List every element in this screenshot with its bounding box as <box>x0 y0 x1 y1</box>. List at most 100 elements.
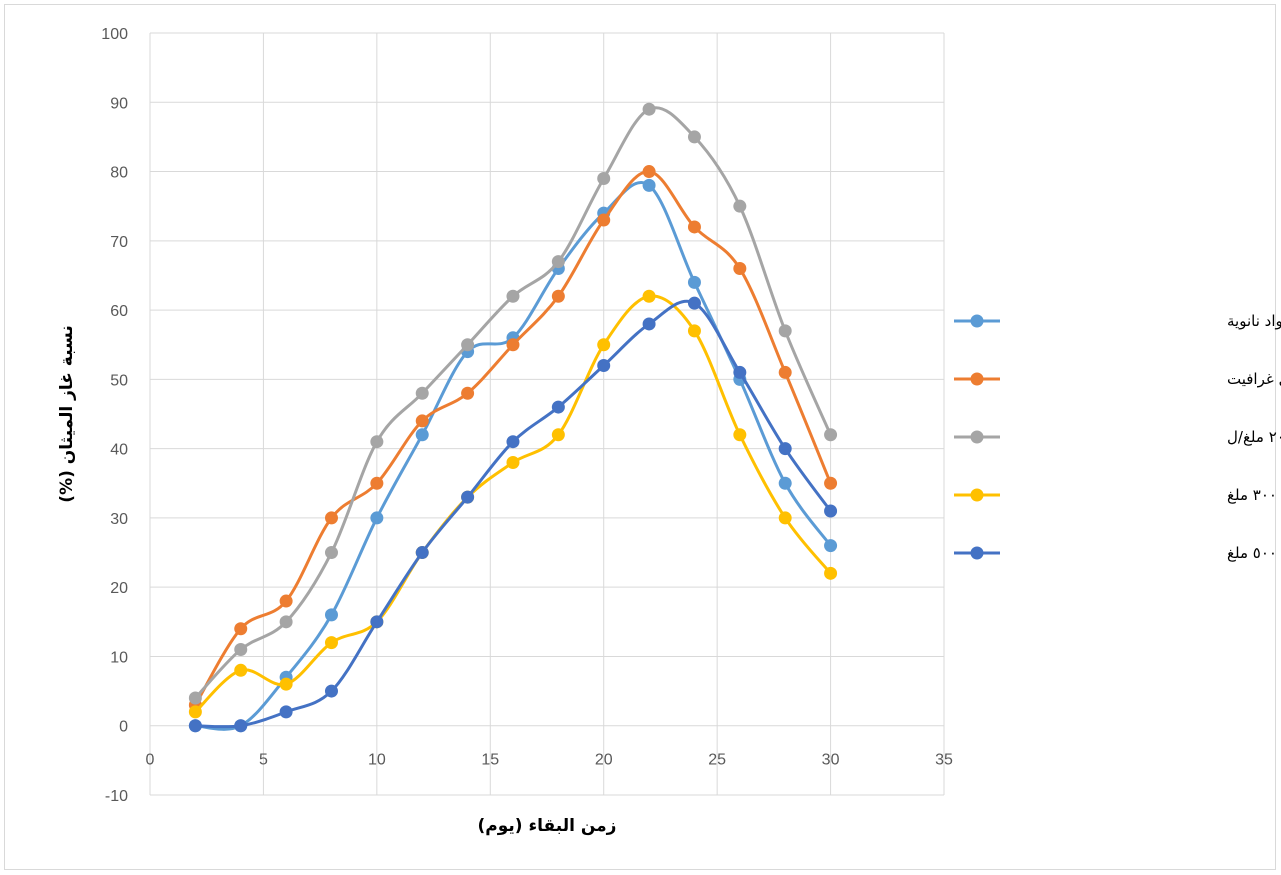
data-point <box>643 165 656 178</box>
data-point <box>824 504 837 517</box>
legend-label: غرافيت ٣٠٠ ملغ <box>1227 486 1281 504</box>
y-tick-label: 0 <box>119 719 128 736</box>
data-point <box>824 539 837 552</box>
y-tick-label: 20 <box>110 580 128 597</box>
y-tick-label: 90 <box>110 95 128 112</box>
data-point <box>643 290 656 303</box>
data-point <box>234 622 247 635</box>
data-point <box>643 179 656 192</box>
data-point <box>733 366 746 379</box>
series-lines <box>189 103 837 733</box>
x-tick-label: 30 <box>822 752 840 769</box>
data-point <box>779 477 792 490</box>
data-point <box>688 297 701 310</box>
data-point <box>234 664 247 677</box>
data-point <box>597 338 610 351</box>
data-point <box>461 387 474 400</box>
data-point <box>280 595 293 608</box>
data-point <box>370 615 383 628</box>
legend-item: إضافة ١٠٠ ملغ/ل غرافيت <box>954 370 1281 388</box>
series-4 <box>189 290 837 719</box>
tick-labels: -10 0 10 20 30 40 50 60 70 80 90 100 0 5 10 15 20 25 30 35 <box>101 26 953 805</box>
data-point <box>733 428 746 441</box>
data-point <box>779 511 792 524</box>
data-point <box>325 636 338 649</box>
legend-item: غرافيت ٣٠٠ ملغ <box>954 486 1281 504</box>
x-tick-label: 25 <box>708 752 726 769</box>
data-point <box>325 546 338 559</box>
data-point <box>325 511 338 524</box>
data-point <box>733 262 746 275</box>
data-point <box>416 546 429 559</box>
data-point <box>370 435 383 448</box>
data-point <box>506 290 519 303</box>
data-point <box>688 324 701 337</box>
data-point <box>461 491 474 504</box>
legend-item: غرافيت ٥٠٠ ملغ <box>954 544 1281 562</box>
data-point <box>189 719 202 732</box>
data-point <box>733 200 746 213</box>
data-point <box>552 290 565 303</box>
data-point <box>416 387 429 400</box>
data-point <box>416 428 429 441</box>
y-tick-label: 30 <box>110 511 128 528</box>
data-point <box>824 428 837 441</box>
legend-label: غرافيت ٥٠٠ ملغ <box>1227 544 1281 562</box>
y-tick-label: 50 <box>110 372 128 389</box>
data-point <box>370 511 383 524</box>
x-tick-label: 0 <box>146 752 155 769</box>
data-point <box>461 338 474 351</box>
legend-item: بدونإضافة مواد نانوية <box>954 312 1281 330</box>
data-point <box>688 130 701 143</box>
legend-label: إضافة ١٠٠ ملغ/ل غرافيت <box>1227 370 1281 388</box>
y-tick-label: 70 <box>110 234 128 251</box>
legend-marker <box>971 547 984 560</box>
y-tick-label: -10 <box>105 788 128 805</box>
legend: بدونإضافة مواد نانوية إضافة ١٠٠ ملغ/ل غرا… <box>954 312 1281 562</box>
legend-marker <box>971 373 984 386</box>
y-tick-label: 80 <box>110 165 128 182</box>
legend-item: إضافة ٢٠٠ ملغ/ل <box>954 428 1281 446</box>
x-tick-label: 10 <box>368 752 386 769</box>
data-point <box>189 692 202 705</box>
data-point <box>597 359 610 372</box>
data-point <box>779 324 792 337</box>
data-point <box>370 477 383 490</box>
data-point <box>506 338 519 351</box>
data-point <box>824 477 837 490</box>
series-line <box>195 296 830 712</box>
y-tick-label: 100 <box>101 26 128 43</box>
data-point <box>506 435 519 448</box>
legend-label: إضافة ٢٠٠ ملغ/ل <box>1227 428 1281 446</box>
x-tick-label: 20 <box>595 752 613 769</box>
y-axis-title: نسبة غاز الميثان (%) <box>57 325 77 502</box>
series-line <box>195 301 830 727</box>
data-point <box>779 366 792 379</box>
data-point <box>234 719 247 732</box>
data-point <box>688 276 701 289</box>
data-point <box>597 214 610 227</box>
data-point <box>416 414 429 427</box>
data-point <box>506 456 519 469</box>
data-point <box>325 685 338 698</box>
x-tick-label: 15 <box>481 752 499 769</box>
y-tick-label: 40 <box>110 442 128 459</box>
data-point <box>280 705 293 718</box>
legend-marker <box>971 489 984 502</box>
data-point <box>824 567 837 580</box>
series-5 <box>189 297 837 733</box>
legend-marker <box>971 315 984 328</box>
y-tick-label: 60 <box>110 303 128 320</box>
data-point <box>552 428 565 441</box>
legend-label: بدونإضافة مواد نانوية <box>1227 312 1281 330</box>
data-point <box>234 643 247 656</box>
series-3 <box>189 103 837 705</box>
data-point <box>552 255 565 268</box>
data-point <box>779 442 792 455</box>
data-point <box>688 220 701 233</box>
data-point <box>280 615 293 628</box>
data-point <box>643 103 656 116</box>
y-tick-label: 10 <box>110 649 128 666</box>
legend-marker <box>971 431 984 444</box>
